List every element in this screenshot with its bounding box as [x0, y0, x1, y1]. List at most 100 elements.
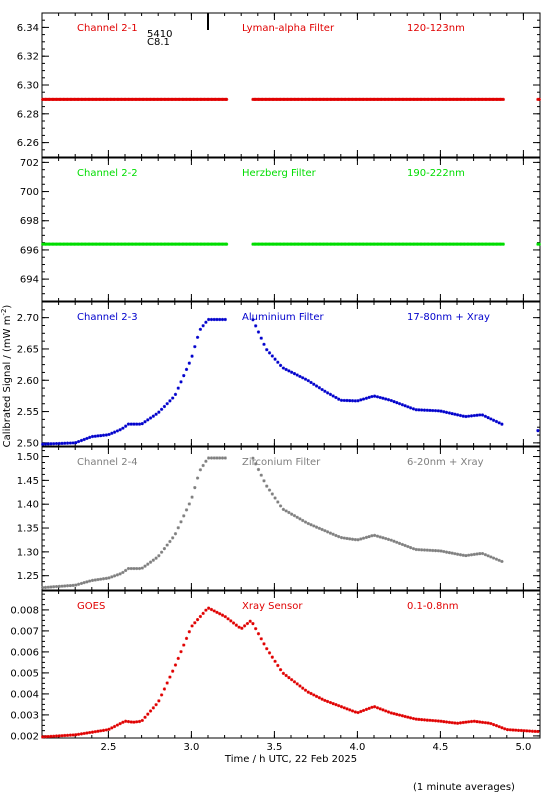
data-point [251, 456, 255, 460]
data-point [157, 554, 161, 558]
y-tick-label-ch22: 700 [20, 187, 39, 198]
data-point [118, 428, 122, 432]
x-tick-label: 4.5 [432, 742, 448, 753]
data-point [179, 520, 183, 524]
y-tick-label-ch21: 6.26 [17, 138, 39, 149]
data-point [49, 442, 53, 446]
data-point [68, 733, 72, 737]
data-point [93, 434, 97, 438]
data-point [411, 547, 415, 551]
data-point [88, 435, 92, 440]
y-tick-label-ch22: 696 [20, 245, 39, 256]
data-point [328, 700, 332, 705]
data-point [110, 431, 114, 435]
data-point [373, 394, 377, 398]
data-point [364, 396, 368, 400]
data-point [431, 718, 435, 723]
data-point [508, 728, 512, 732]
data-point [392, 399, 396, 404]
data-point [436, 409, 440, 413]
data-point [342, 706, 346, 710]
data-point [378, 395, 382, 400]
data-point [469, 553, 474, 557]
data-point [168, 539, 172, 544]
y-tick-label-ch23: 2.50 [17, 438, 39, 449]
data-point [400, 714, 404, 718]
data-point [187, 502, 191, 506]
data-point [370, 534, 374, 538]
data-point [431, 408, 435, 413]
data-point [469, 414, 474, 418]
data-point [411, 716, 415, 721]
data-point [406, 405, 410, 409]
data-point [140, 718, 144, 723]
data-point [312, 693, 316, 697]
data-point [494, 419, 498, 424]
data-point [154, 412, 158, 416]
data-point [364, 535, 368, 539]
data-point [367, 706, 371, 710]
data-point [112, 574, 117, 578]
data-point [204, 320, 208, 324]
y-tick-label-ch23: 2.65 [17, 344, 39, 355]
x-tick-label: 3.0 [183, 742, 199, 753]
data-point [533, 729, 537, 733]
data-point [301, 376, 305, 380]
data-point [176, 386, 180, 390]
data-point [74, 441, 78, 445]
data-point [461, 720, 465, 725]
data-point [60, 584, 64, 588]
data-point [386, 398, 391, 402]
data-point [306, 521, 310, 526]
data-point [417, 548, 421, 552]
data-point [215, 317, 219, 322]
data-point [88, 730, 92, 735]
data-point [118, 722, 122, 726]
data-point [467, 553, 471, 557]
x-tick-label: 2.5 [100, 742, 116, 753]
data-point [536, 428, 540, 433]
data-point [361, 708, 366, 713]
data-point [350, 399, 355, 403]
data-point [60, 441, 64, 445]
data-point [254, 627, 258, 631]
data-point [160, 550, 164, 554]
data-point [334, 703, 338, 707]
data-point [182, 374, 186, 378]
y-axis-label: Calibrated Signal / (mW m-2) [0, 305, 13, 448]
data-point [389, 711, 393, 715]
data-point [281, 671, 285, 676]
data-point [157, 410, 161, 414]
data-point [292, 680, 297, 684]
data-point [367, 534, 371, 539]
data-point [184, 636, 189, 641]
data-point [378, 707, 382, 711]
data-point [403, 404, 407, 408]
data-point [337, 535, 341, 539]
data-point [187, 361, 191, 365]
data-point [314, 384, 319, 388]
data-point [160, 407, 164, 411]
data-point [439, 719, 443, 723]
data-point [270, 492, 274, 496]
data-point [243, 624, 247, 628]
data-point [220, 613, 225, 617]
data-point [129, 566, 133, 571]
data-point [118, 572, 122, 576]
data-point [168, 675, 172, 679]
data-point [414, 717, 418, 721]
panel-band-label: 6-20nm + Xray [407, 457, 484, 468]
data-point [173, 392, 178, 397]
data-point [331, 394, 335, 398]
data-point [173, 532, 178, 536]
data-point [278, 504, 283, 508]
data-point [85, 731, 89, 735]
y-tick-label-goes: 0.006 [10, 647, 39, 658]
data-point [342, 398, 346, 403]
data-point [270, 655, 274, 659]
data-point [201, 611, 205, 615]
data-point [115, 429, 119, 433]
data-point [323, 389, 327, 393]
data-point [331, 702, 335, 706]
y-tick-label-goes: 0.007 [10, 626, 39, 637]
